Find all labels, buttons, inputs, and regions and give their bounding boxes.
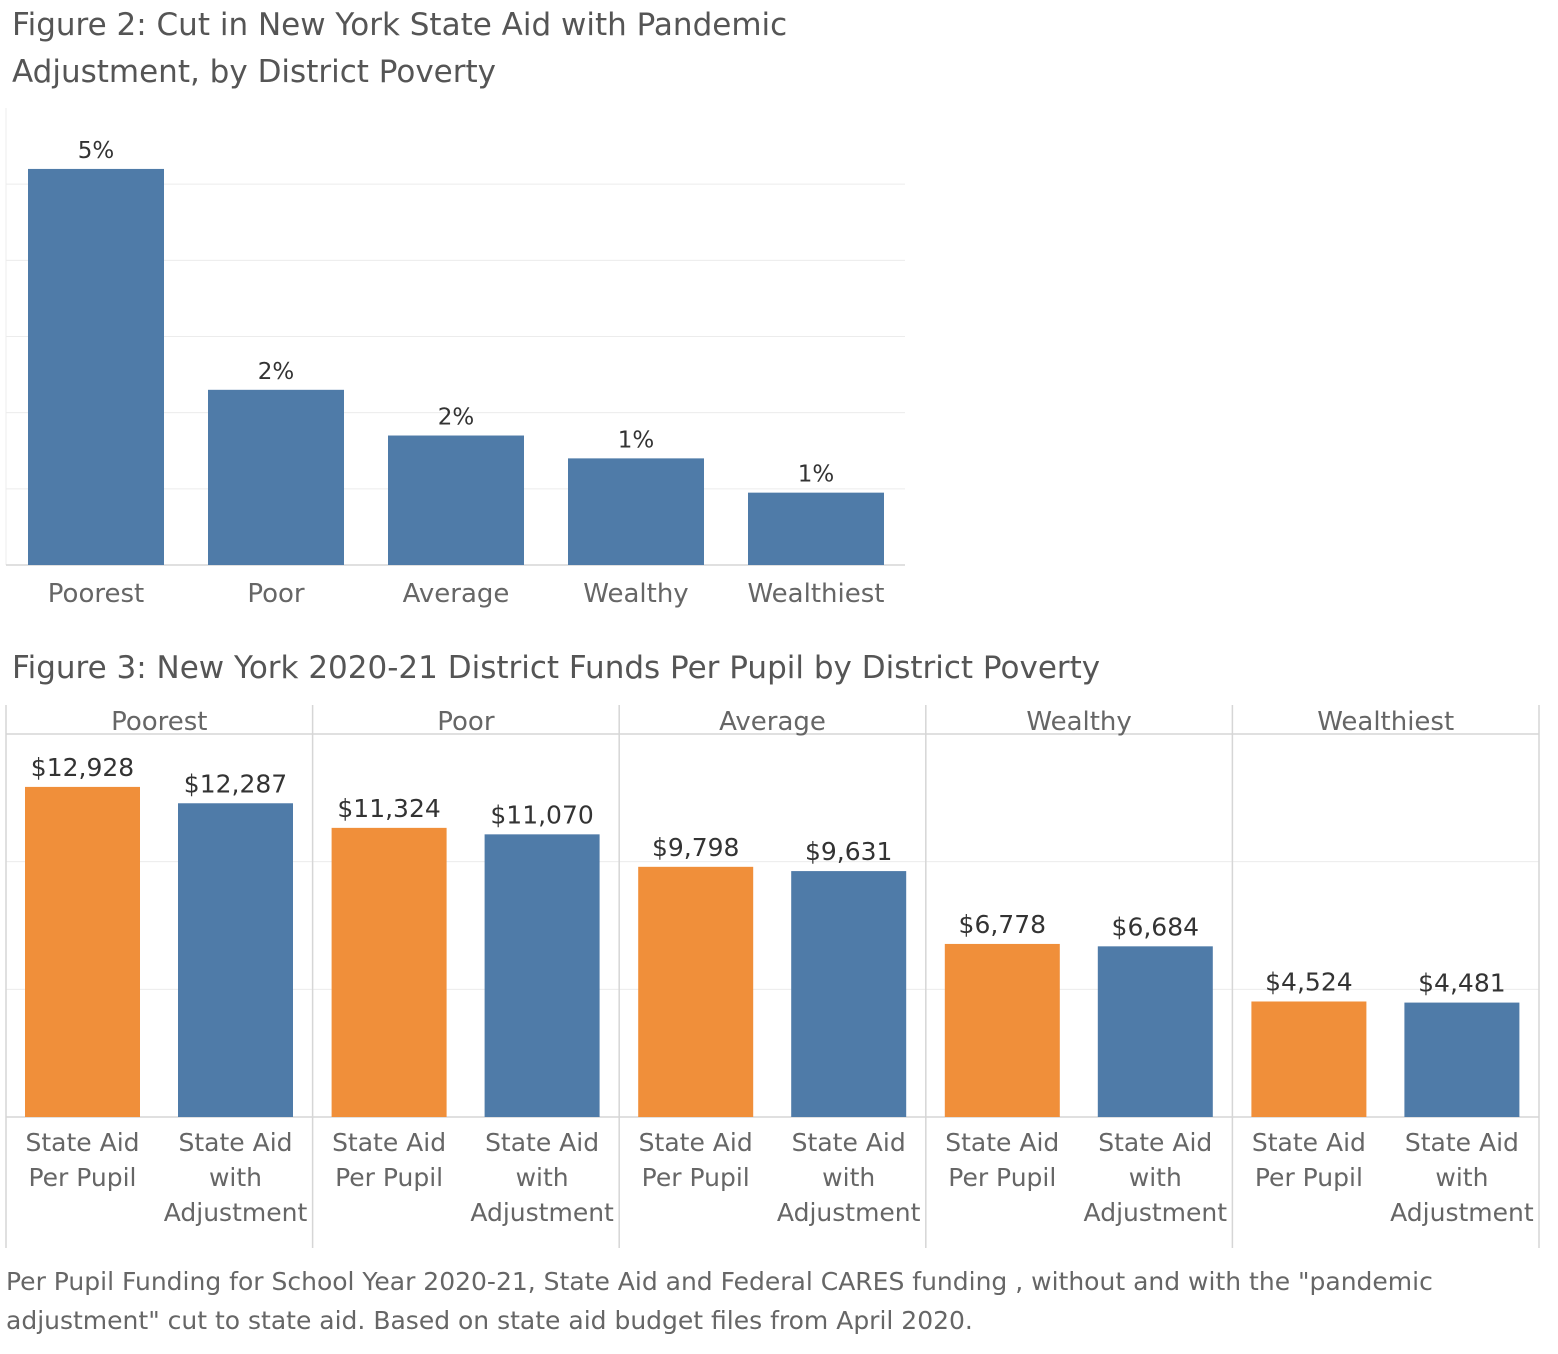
bar-value-label: $6,778 <box>959 910 1046 939</box>
group-header-poor: Poor <box>437 707 495 737</box>
series-axis-label: State Aid <box>945 1128 1059 1157</box>
bar-value-label: $9,798 <box>652 833 739 862</box>
bar-wealthiest-series-1 <box>1251 1001 1367 1117</box>
series-axis-label: State Aid <box>639 1128 753 1157</box>
bar-average-series-2 <box>791 871 907 1117</box>
group-header-wealthiest: Wealthiest <box>1317 707 1454 737</box>
bar-value-label: 5% <box>78 138 115 164</box>
group-header-average: Average <box>719 707 826 737</box>
bar-poorest <box>28 168 164 565</box>
series-axis-label: with <box>1129 1163 1182 1192</box>
bar-value-label: $12,287 <box>184 769 287 798</box>
bar-poorest-series-2 <box>178 803 293 1117</box>
category-label: Average <box>403 579 510 609</box>
bar-poor <box>208 389 344 565</box>
bar-value-label: 1% <box>618 427 655 453</box>
bar-poor-series-2 <box>484 834 600 1117</box>
group-header-poorest: Poorest <box>111 707 207 737</box>
bar-average <box>388 435 524 565</box>
series-axis-label: State Aid <box>485 1128 599 1157</box>
bar-wealthy <box>568 458 704 565</box>
bar-value-label: $9,631 <box>805 837 892 866</box>
chart-caption: Per Pupil Funding for School Year 2020-2… <box>6 1267 1433 1335</box>
bar-wealthiest-series-2 <box>1404 1002 1520 1117</box>
series-axis-label: Adjustment <box>470 1198 614 1227</box>
bar-value-label: 2% <box>438 405 475 431</box>
bar-wealthiest <box>748 492 884 565</box>
series-axis-label: Per Pupil <box>335 1163 443 1192</box>
series-axis-label: with <box>209 1163 262 1192</box>
figure-3-chart: Poorest $12,928 State Aid Per Pupil $12,287 S… <box>5 705 1540 1248</box>
bar-wealthy-series-2 <box>1097 946 1213 1117</box>
series-axis-label: State Aid <box>792 1128 906 1157</box>
series-axis-label: Per Pupil <box>948 1163 1056 1192</box>
series-axis-label: Per Pupil <box>28 1163 136 1192</box>
series-axis-label: Adjustment <box>164 1198 308 1227</box>
series-axis-label: State Aid <box>1405 1128 1519 1157</box>
bar-value-label: $11,070 <box>490 800 593 829</box>
category-label: Poorest <box>48 579 144 609</box>
bar-value-label: $4,524 <box>1265 967 1352 996</box>
bar-value-label: 1% <box>798 462 835 488</box>
bar-average-series-1 <box>638 866 754 1117</box>
bar-value-label: $11,324 <box>337 794 440 823</box>
series-axis-label: Per Pupil <box>1255 1163 1363 1192</box>
series-axis-label: with <box>1435 1163 1488 1192</box>
series-axis-label: with <box>822 1163 875 1192</box>
series-axis-label: State Aid <box>1098 1128 1212 1157</box>
bar-poor-series-1 <box>331 827 447 1117</box>
series-axis-label: State Aid <box>25 1128 139 1157</box>
series-axis-label: State Aid <box>1252 1128 1366 1157</box>
series-axis-label: Adjustment <box>1390 1198 1534 1227</box>
series-axis-label: State Aid <box>178 1128 292 1157</box>
category-label: Poor <box>247 579 305 609</box>
figure-2-chart: 5% Poorest 2% Poor 2% Average 1% Wealthy 1% Wealt… <box>5 108 905 609</box>
bar-wealthy-series-1 <box>944 943 1060 1117</box>
series-axis-label: State Aid <box>332 1128 446 1157</box>
bar-poorest-series-1 <box>25 786 140 1117</box>
series-axis-label: Adjustment <box>1084 1198 1228 1227</box>
group-header-wealthy: Wealthy <box>1026 707 1131 737</box>
bar-value-label: $6,684 <box>1112 912 1199 941</box>
bar-value-label: $4,481 <box>1418 969 1505 998</box>
category-label: Wealthiest <box>748 579 885 609</box>
series-axis-label: with <box>516 1163 569 1192</box>
series-axis-label: Per Pupil <box>642 1163 750 1192</box>
bar-value-label: $12,928 <box>31 753 134 782</box>
figure-3-title: Figure 3: New York 2020-21 District Fund… <box>12 650 1101 686</box>
series-axis-label: Adjustment <box>777 1198 921 1227</box>
bar-value-label: 2% <box>258 359 295 385</box>
figure-2-title: Figure 2: Cut in New York State Aid with… <box>12 7 788 90</box>
category-label: Wealthy <box>583 579 688 609</box>
